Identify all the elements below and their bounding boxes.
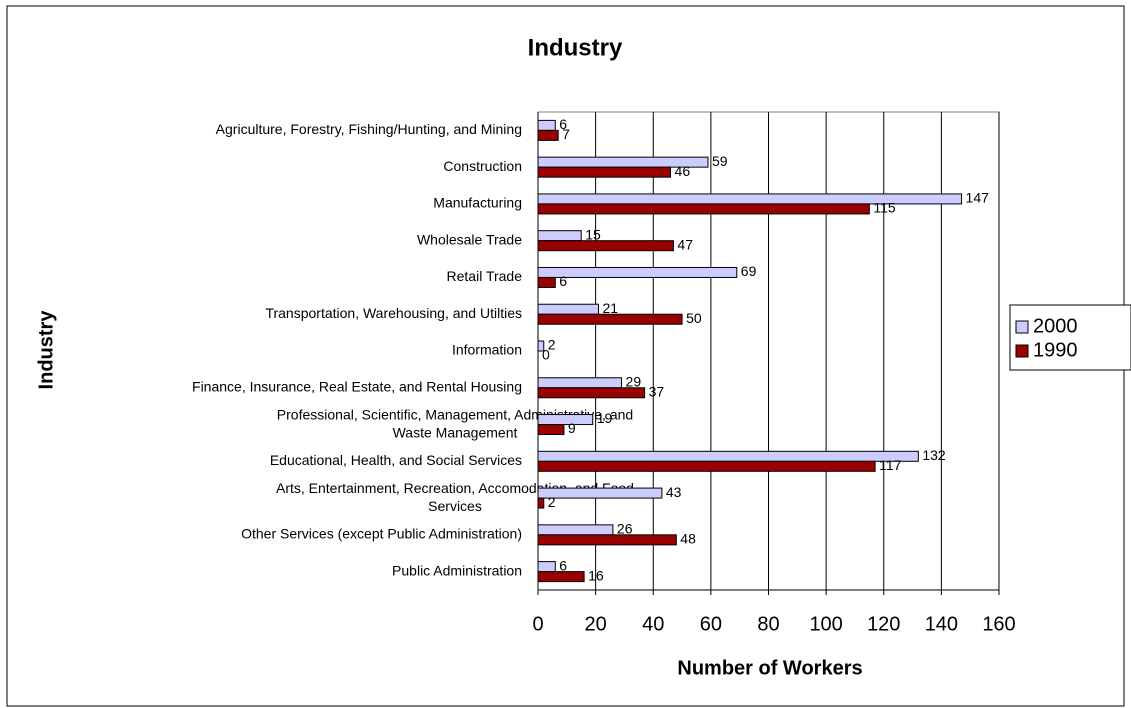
value-label: 16: [588, 567, 604, 583]
y-axis-title: Industry: [35, 310, 57, 390]
y-tick-label: Retail Trade: [447, 268, 523, 284]
x-tick-label: 0: [532, 613, 543, 635]
legend-swatch: [1015, 344, 1029, 358]
bar: [537, 387, 646, 399]
legend-label: 1990: [1033, 339, 1078, 361]
bar: [537, 166, 672, 178]
bar: [537, 276, 556, 288]
bar: [537, 414, 594, 426]
bar: [537, 497, 545, 509]
bar: [537, 377, 623, 389]
bar: [537, 313, 683, 325]
x-tick-label: 20: [585, 613, 607, 635]
value-label: 47: [677, 236, 693, 252]
y-tick-label: Construction: [443, 158, 522, 174]
value-label: 7: [562, 126, 570, 142]
value-label: 0: [542, 347, 550, 363]
value-label: 48: [680, 531, 696, 547]
x-tick-label: 140: [925, 613, 958, 635]
value-label: 43: [666, 484, 682, 500]
value-label: 115: [873, 200, 896, 216]
bar: [537, 303, 600, 315]
value-label: 132: [922, 447, 946, 463]
value-label: 69: [741, 263, 757, 279]
x-tick-label: 160: [982, 613, 1015, 635]
y-tick-label: Transportation, Warehousing, and Utiltie…: [265, 305, 522, 321]
y-tick-label: Educational, Health, and Social Services: [270, 452, 522, 468]
value-label: 2: [548, 337, 556, 353]
bar: [537, 193, 963, 205]
value-label: 117: [879, 457, 902, 473]
bar: [537, 230, 582, 242]
value-label: 147: [966, 190, 990, 206]
x-axis-title: Number of Workers: [677, 657, 862, 679]
bar: [537, 487, 663, 499]
value-label: 26: [617, 521, 633, 537]
value-label: 59: [712, 153, 728, 169]
value-label: 6: [559, 557, 567, 573]
bar: [537, 119, 556, 131]
y-tick-label: Other Services (except Public Administra…: [241, 526, 522, 542]
y-tick-label: Manufacturing: [433, 195, 522, 211]
value-label: 21: [603, 300, 619, 316]
bar: [537, 571, 585, 583]
bar: [537, 450, 919, 462]
value-label: 29: [626, 373, 642, 389]
bar: [537, 460, 876, 472]
value-label: 6: [559, 116, 567, 132]
bar: [537, 129, 559, 141]
value-label: 2: [548, 494, 556, 510]
chart-title: Industry: [528, 34, 623, 61]
value-label: 6: [559, 273, 567, 289]
value-label: 50: [686, 310, 702, 326]
y-tick-label: Information: [452, 342, 522, 358]
bar: [537, 203, 870, 215]
y-tick-label: Finance, Insurance, Real Estate, and Ren…: [192, 378, 522, 394]
bar: [537, 340, 545, 352]
bar: [537, 266, 738, 278]
x-tick-label: 60: [700, 613, 722, 635]
value-label: 37: [649, 383, 665, 399]
value-label: 15: [585, 226, 601, 242]
bar: [537, 534, 677, 546]
legend-swatch: [1015, 320, 1029, 334]
x-tick-label: 40: [642, 613, 664, 635]
value-label: 9: [568, 420, 576, 436]
legend: [1009, 304, 1131, 371]
bar: [537, 240, 674, 252]
y-tick-label: Agriculture, Forestry, Fishing/Hunting, …: [216, 121, 522, 137]
x-tick-label: 120: [867, 613, 900, 635]
x-tick-label: 80: [757, 613, 779, 635]
value-label: 46: [675, 163, 691, 179]
bar: [537, 524, 614, 536]
bar: [537, 561, 556, 573]
legend-label: 2000: [1033, 315, 1078, 337]
x-tick-label: 100: [809, 613, 842, 635]
y-tick-label: Wholesale Trade: [417, 231, 522, 247]
bar: [537, 424, 565, 436]
y-tick-label: Public Administration: [392, 562, 522, 578]
value-label: 19: [597, 410, 613, 426]
